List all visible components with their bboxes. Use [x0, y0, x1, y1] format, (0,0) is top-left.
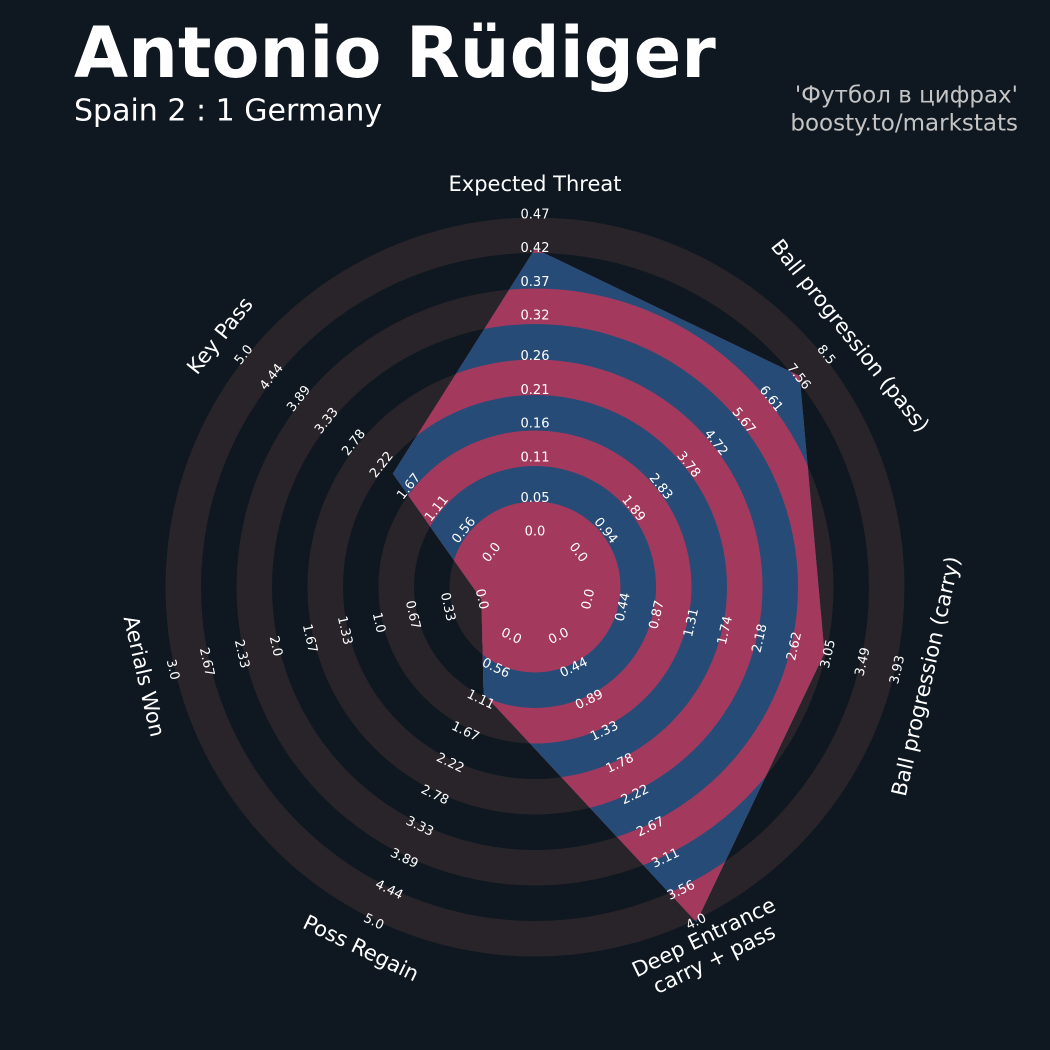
ring-tick-label: 0.26	[521, 349, 550, 364]
chart-title: Antonio Rüdiger	[74, 12, 716, 94]
ring-tick-label: 0.0	[525, 525, 546, 540]
credit: 'Футбол в цифрах'	[795, 83, 1018, 109]
ring-tick-label: 0.87	[647, 599, 668, 631]
ring-tick-label: 2.62	[784, 630, 805, 662]
ring-tick-label: 1.33	[334, 615, 355, 647]
axis-name: Expected Threat	[449, 172, 622, 196]
ring-tick-label: 3.93	[887, 654, 908, 686]
ring-tick-label: 2.0	[266, 635, 285, 659]
ring-tick-label: 0.05	[521, 491, 550, 506]
ring-tick-label: 2.67	[196, 646, 217, 678]
ring-tick-label: 1.74	[715, 615, 736, 647]
ring-tick-label: 0.11	[521, 450, 550, 465]
ring-tick-label: 0.67	[402, 599, 423, 631]
ring-tick-label: 1.31	[681, 607, 702, 639]
ring-tick-label: 3.49	[853, 646, 874, 678]
ring-tick-label: 0.42	[521, 241, 550, 256]
ring-tick-label: 0.37	[521, 275, 550, 290]
ring-tick-label: 2.18	[750, 623, 771, 655]
ring-tick-label: 3.05	[818, 638, 839, 670]
ring-tick-label: 0.21	[521, 383, 550, 398]
ring-tick-label: 2.33	[231, 638, 252, 670]
ring-tick-label: 3.0	[163, 658, 182, 682]
ring-tick-label: 0.47	[521, 208, 550, 223]
ring-tick-label: 0.16	[521, 417, 550, 432]
credit: boosty.to/markstats	[790, 111, 1018, 137]
ring-tick-label: 0.33	[437, 591, 458, 623]
ring-tick-label: 1.0	[369, 611, 388, 635]
radar-ring	[485, 537, 585, 637]
ring-tick-label: 0.0	[579, 587, 598, 611]
ring-tick-label: 0.32	[521, 309, 550, 324]
ring-tick-label: 1.67	[299, 623, 320, 655]
ring-tick-label: 0.44	[613, 591, 634, 623]
chart-subtitle: Spain 2 : 1 Germany	[74, 94, 382, 129]
ring-tick-label: 0.0	[472, 587, 491, 611]
